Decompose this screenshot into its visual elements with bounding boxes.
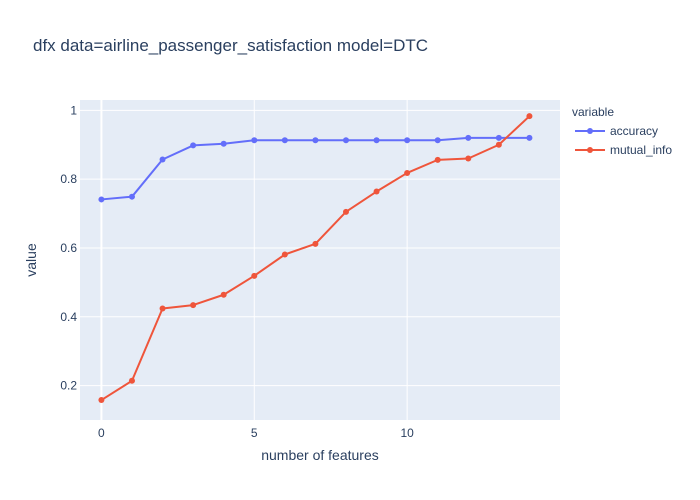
- data-point-mutual_info[interactable]: [404, 169, 411, 176]
- legend-title: variable: [572, 105, 614, 119]
- data-point-accuracy[interactable]: [434, 137, 441, 144]
- data-point-mutual_info[interactable]: [526, 113, 533, 120]
- legend-label: mutual_info: [610, 143, 672, 157]
- series-mutual_info[interactable]: [98, 113, 533, 404]
- data-point-accuracy[interactable]: [404, 137, 411, 144]
- legend-item-accuracy[interactable]: accuracy: [575, 124, 658, 138]
- legend-swatch-marker: [587, 147, 593, 153]
- data-point-accuracy[interactable]: [190, 142, 197, 149]
- legend-swatch-marker: [587, 128, 593, 134]
- data-point-mutual_info[interactable]: [159, 305, 166, 312]
- data-point-mutual_info[interactable]: [342, 208, 349, 215]
- data-point-mutual_info[interactable]: [190, 302, 197, 309]
- data-point-accuracy[interactable]: [220, 140, 227, 147]
- plot-area: [80, 100, 560, 420]
- y-axis-title: value: [23, 243, 39, 277]
- data-point-accuracy[interactable]: [251, 137, 258, 144]
- data-point-mutual_info[interactable]: [495, 141, 502, 148]
- data-point-mutual_info[interactable]: [373, 188, 380, 195]
- x-tick-label: 10: [400, 426, 414, 440]
- legend[interactable]: variable accuracy mutual_info: [572, 105, 672, 157]
- data-point-mutual_info[interactable]: [220, 291, 227, 298]
- legend-item-mutual_info[interactable]: mutual_info: [575, 143, 672, 157]
- data-point-accuracy[interactable]: [159, 156, 166, 163]
- data-point-accuracy[interactable]: [98, 196, 105, 203]
- series-accuracy[interactable]: [98, 134, 533, 203]
- x-tick-label: 5: [251, 426, 258, 440]
- data-point-mutual_info[interactable]: [281, 251, 288, 258]
- data-point-mutual_info[interactable]: [98, 397, 105, 404]
- legend-label: accuracy: [610, 124, 658, 138]
- data-point-accuracy[interactable]: [128, 193, 135, 200]
- x-tick-label: 0: [98, 426, 105, 440]
- y-axis-ticks: 0.2 0.4 0.6 0.8 1: [60, 103, 77, 392]
- data-point-accuracy[interactable]: [373, 137, 380, 144]
- data-point-accuracy[interactable]: [342, 137, 349, 144]
- y-tick-label: 0.4: [60, 310, 77, 324]
- y-tick-label: 0.6: [60, 241, 77, 255]
- chart-title: dfx data=airline_passenger_satisfaction …: [33, 36, 428, 55]
- data-point-accuracy[interactable]: [312, 137, 319, 144]
- y-tick-label: 1: [70, 103, 77, 117]
- data-point-accuracy[interactable]: [465, 134, 472, 141]
- data-point-mutual_info[interactable]: [312, 240, 319, 247]
- data-point-accuracy[interactable]: [526, 134, 533, 141]
- series-layer: [98, 113, 533, 404]
- x-axis-ticks: 0 5 10: [98, 426, 414, 440]
- data-point-accuracy[interactable]: [495, 134, 502, 141]
- data-point-mutual_info[interactable]: [434, 156, 441, 163]
- x-axis-title: number of features: [261, 447, 379, 463]
- y-tick-label: 0.2: [60, 379, 77, 393]
- data-point-mutual_info[interactable]: [251, 272, 258, 279]
- data-point-mutual_info[interactable]: [128, 377, 135, 384]
- data-point-accuracy[interactable]: [281, 137, 288, 144]
- y-tick-label: 0.8: [60, 172, 77, 186]
- data-point-mutual_info[interactable]: [465, 155, 472, 162]
